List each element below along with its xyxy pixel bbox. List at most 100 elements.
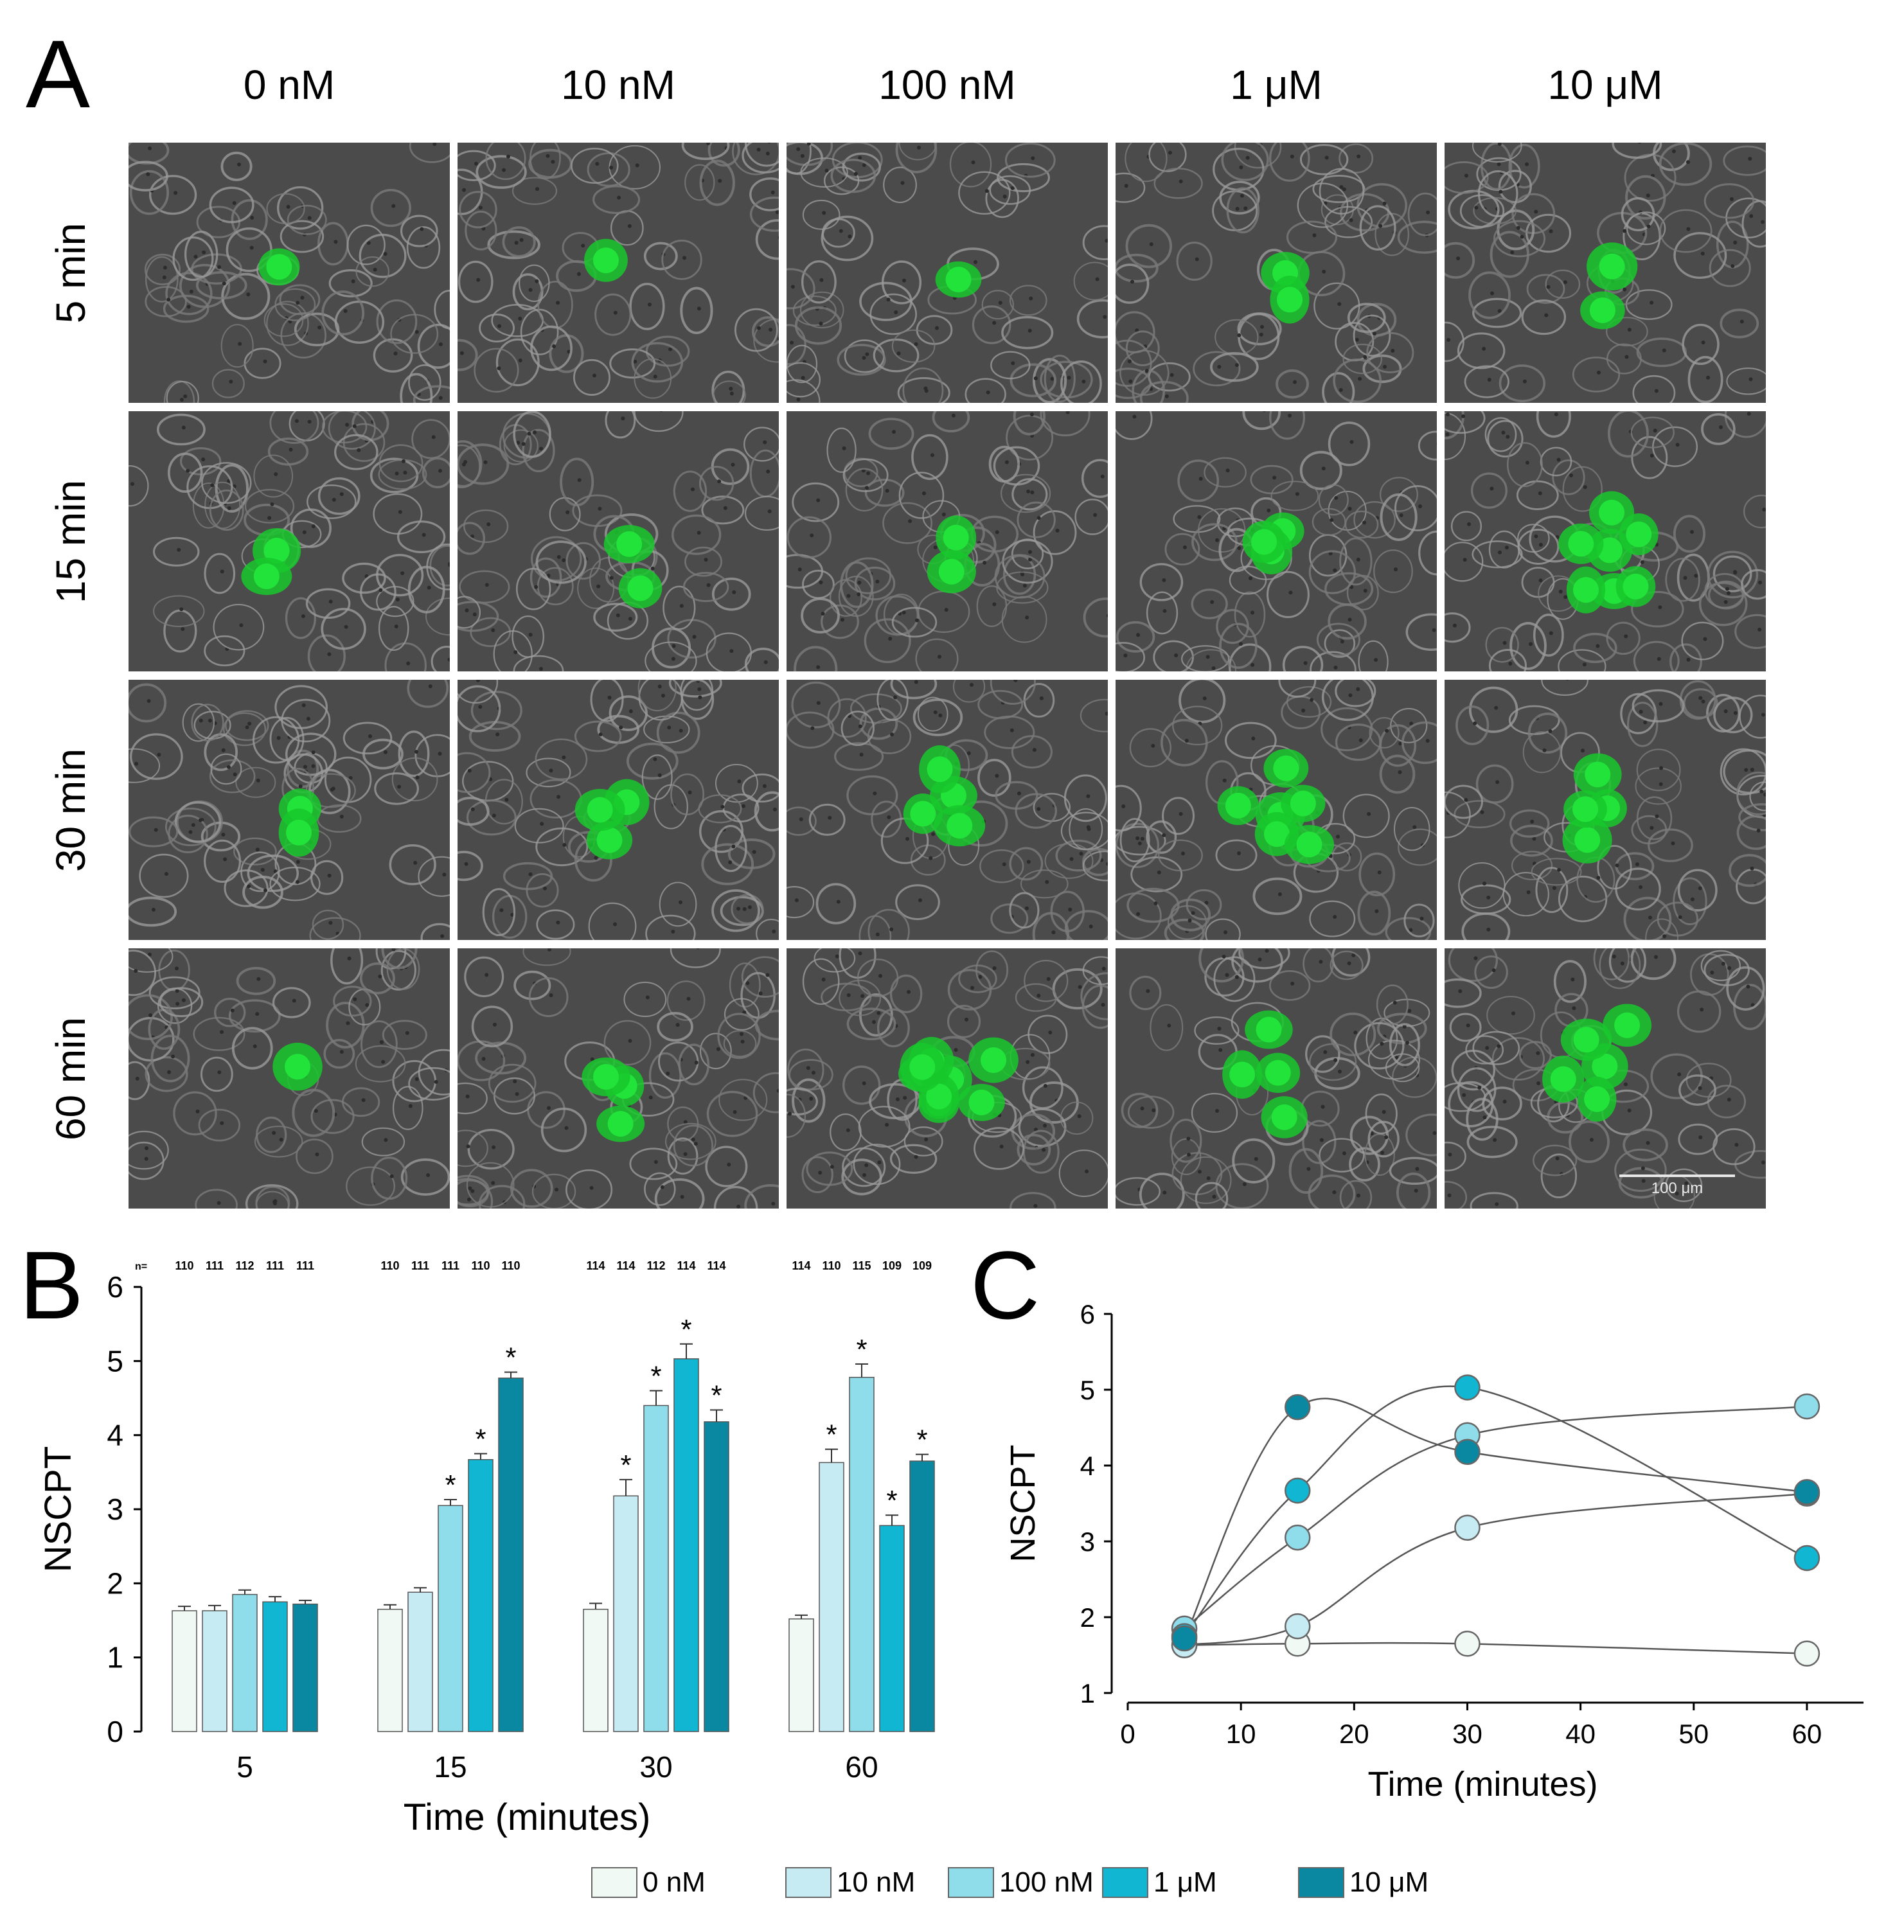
n-value: 110 [380, 1259, 399, 1272]
data-point [1284, 1394, 1311, 1421]
data-point [1793, 1393, 1820, 1420]
micrograph-image [1116, 680, 1437, 940]
bar [849, 1376, 875, 1732]
x-tick-label: 15 [434, 1750, 467, 1784]
y-tick-label: 1 [107, 1641, 123, 1674]
bar [377, 1608, 403, 1732]
data-point [1793, 1479, 1820, 1505]
legend-item: 0 nM [591, 1866, 706, 1899]
y-tick-label: 2 [107, 1566, 123, 1600]
significance-marker: * [711, 1379, 722, 1411]
significance-marker: * [650, 1360, 661, 1392]
y-tick-label: 5 [1080, 1375, 1095, 1405]
time-label: 30 min [48, 748, 94, 873]
micrograph-image [1445, 948, 1766, 1209]
bar [613, 1495, 639, 1732]
n-value: 112 [235, 1259, 254, 1272]
n-value: 111 [266, 1259, 284, 1272]
series-line [1184, 1493, 1808, 1646]
legend-swatch [948, 1867, 994, 1898]
bar [202, 1610, 227, 1732]
legend-swatch [785, 1867, 832, 1898]
legend-item: 10 μM [1298, 1866, 1428, 1899]
y-tick-label: 0 [107, 1715, 123, 1748]
micrograph-image [1445, 411, 1766, 671]
data-point [1454, 1514, 1481, 1541]
significance-marker: * [856, 1334, 867, 1365]
series-line [1184, 1385, 1808, 1637]
scale-bar-label: 100 μm [1651, 1180, 1704, 1197]
micrograph-image [787, 411, 1108, 671]
bar [643, 1405, 669, 1732]
n-value: 114 [586, 1259, 605, 1272]
x-tick-label: 0 [1120, 1719, 1135, 1749]
micrograph-image [458, 680, 779, 940]
legend-item: 1 μM [1102, 1866, 1217, 1899]
data-point [1284, 1524, 1311, 1551]
n-value: 110 [501, 1259, 520, 1272]
significance-marker: * [916, 1424, 927, 1456]
legend-label: 10 nM [837, 1866, 916, 1898]
micrograph-image [129, 680, 450, 940]
bar [292, 1603, 318, 1732]
x-tick-label: 20 [1339, 1719, 1369, 1749]
legend-item: 10 nM [785, 1866, 915, 1899]
bar-chart: 0 1 2 3 4 5 6 NSCPT n= 110 111 112 111 111 5 110 111 * 111… [37, 1259, 935, 1838]
bar [468, 1458, 494, 1732]
micrograph-image [1116, 143, 1437, 403]
data-point [1284, 1613, 1311, 1640]
y-tick-label: 3 [1080, 1527, 1095, 1557]
scale-bar: 100 μm [1619, 1174, 1735, 1198]
legend-label: 10 μM [1349, 1866, 1429, 1898]
n-value: 110 [175, 1259, 193, 1272]
bar [909, 1460, 935, 1732]
significance-marker: * [620, 1449, 631, 1481]
micrograph-image [458, 948, 779, 1209]
micrograph-image [787, 948, 1108, 1209]
micrograph-image [787, 143, 1108, 403]
x-tick-label: 10 [1226, 1719, 1256, 1749]
significance-marker: * [505, 1342, 516, 1374]
y-tick-label: 5 [107, 1344, 123, 1378]
panel-b-letter: B [19, 1231, 84, 1339]
micrograph-image [129, 143, 450, 403]
micrograph-image [787, 680, 1108, 940]
significance-marker: * [886, 1485, 897, 1516]
bar [583, 1608, 609, 1732]
data-point [1284, 1477, 1311, 1504]
micrograph-image [129, 411, 450, 671]
bar [407, 1591, 433, 1732]
y-tick-label: 6 [1080, 1299, 1095, 1329]
data-point [1454, 1374, 1481, 1401]
legend-label: 1 μM [1153, 1866, 1217, 1898]
n-label: n= [135, 1261, 147, 1272]
y-tick-label: 1 [1080, 1678, 1095, 1708]
concentration-label: 100 nM [878, 62, 1016, 108]
significance-marker: * [475, 1424, 486, 1455]
concentration-label: 10 μM [1547, 62, 1663, 108]
bar [232, 1593, 258, 1732]
legend-swatch [1298, 1867, 1344, 1898]
n-value: 112 [646, 1259, 665, 1272]
bar [704, 1421, 729, 1732]
y-tick-label: 6 [107, 1270, 123, 1304]
x-tick-label: 60 [1792, 1719, 1822, 1749]
scale-bar-line [1619, 1174, 1735, 1177]
legend-item: 100 nM [948, 1866, 1094, 1899]
significance-marker: * [681, 1314, 691, 1345]
y-tick-label: 3 [107, 1493, 123, 1526]
n-value: 111 [206, 1259, 224, 1272]
bar [879, 1525, 905, 1732]
bar [172, 1610, 197, 1732]
n-value: 110 [822, 1259, 841, 1272]
n-value: 114 [616, 1259, 635, 1272]
y-tick-label: 2 [1080, 1602, 1095, 1633]
x-axis-label: Time (minutes) [404, 1796, 651, 1838]
x-tick-label: 5 [236, 1750, 253, 1784]
x-tick-label: 40 [1565, 1719, 1596, 1749]
panel-a-letter: A [26, 20, 91, 128]
series-line [1184, 1642, 1807, 1654]
data-point [1171, 1625, 1198, 1652]
legend-swatch [591, 1867, 637, 1898]
